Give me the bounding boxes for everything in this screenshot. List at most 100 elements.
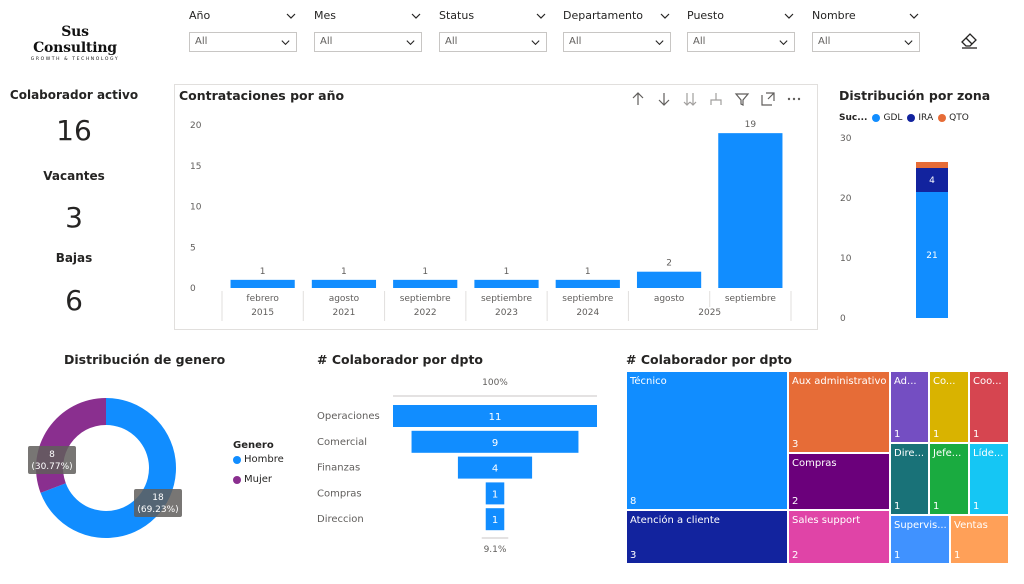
zona-segment-gdl[interactable] (916, 192, 948, 318)
contrataciones-card[interactable]: Contrataciones por año 0 5 10 15 20 1 febrero 1… (174, 84, 818, 330)
zona-data-label: 21 (926, 251, 937, 261)
bar-1[interactable] (311, 279, 377, 288)
slicer-4[interactable]: Puesto All (687, 9, 795, 52)
contrataciones-title: Contrataciones por año (179, 88, 345, 103)
double-arrow-down-icon[interactable] (682, 91, 698, 107)
funnel-bar-3[interactable] (485, 482, 505, 505)
bar-6[interactable] (718, 133, 783, 288)
slicer-dropdown[interactable]: All (189, 32, 297, 52)
treemap-cell-value: 1 (954, 550, 961, 561)
funnel-bar-2[interactable] (457, 456, 533, 479)
treemap-cell-9[interactable]: Atención a cliente 3 (626, 510, 788, 564)
zona-legend-ira[interactable]: IRA (907, 113, 933, 123)
slicer-dropdown[interactable]: All (812, 32, 920, 52)
expand-hierarchy-icon[interactable] (708, 91, 724, 107)
chevron-down-icon (778, 37, 789, 48)
treemap-cell-7[interactable]: Jefe... 1 (929, 443, 969, 515)
mujer-value-label: 8 (49, 450, 55, 460)
genero-legend-title: Genero (233, 440, 274, 451)
x-tick-month: septiembre (400, 294, 451, 304)
x-tick-month: febrero (246, 294, 279, 304)
chevron-down-icon[interactable] (285, 10, 297, 22)
chevron-down-icon[interactable] (908, 10, 920, 22)
clear-filters-eraser-icon[interactable] (958, 28, 980, 50)
zona-legend-gdl[interactable]: GDL (872, 113, 902, 123)
treemap-cell-value: 1 (973, 501, 980, 512)
bar-data-label: 19 (745, 120, 757, 130)
zona-segment-qto[interactable] (916, 162, 948, 168)
slicer-5[interactable]: Nombre All (812, 9, 920, 52)
slicer-dropdown[interactable]: All (439, 32, 547, 52)
x-tick-year: 2022 (414, 308, 437, 318)
treemap-cell-3[interactable]: Co... 1 (929, 371, 969, 443)
donut-slice-mujer[interactable] (36, 398, 107, 493)
slicer-value: All (195, 36, 208, 47)
slicer-dropdown[interactable]: All (563, 32, 671, 52)
treemap-cell-12[interactable]: Ventas 1 (950, 515, 1009, 564)
treemap-cell-name: Atención a cliente (630, 515, 720, 526)
treemap-cell-0[interactable]: Técnico 8 (626, 371, 788, 510)
treemap-cell-11[interactable]: Supervis... 1 (890, 515, 950, 564)
focus-mode-icon[interactable] (760, 91, 776, 107)
genero-donut-chart[interactable]: 8 (30.77%) 18 (69.23%) (20, 380, 220, 560)
kpi-bajas-label: Bajas (55, 251, 93, 265)
genero-legend-mujer[interactable]: Mujer (233, 474, 284, 485)
treemap-cell-name: Ventas (954, 520, 988, 531)
chevron-down-icon[interactable] (410, 10, 422, 22)
funnel-bar-1[interactable] (411, 430, 579, 453)
treemap-cell-1[interactable]: Aux administrativo 3 (788, 371, 890, 453)
bar-data-label: 1 (422, 267, 428, 277)
treemap-chart[interactable]: Técnico 8 Aux administrativo 3 Ad... 1 Co... 1 C… (626, 371, 1009, 564)
contrataciones-bar-chart[interactable]: 0 5 10 15 20 1 febrero 1 agosto 1 septiembre 1 septi… (175, 85, 817, 329)
slicer-dropdown[interactable]: All (687, 32, 795, 52)
slicer-1[interactable]: Mes All (314, 9, 422, 52)
chevron-down-icon[interactable] (783, 10, 795, 22)
x-tick-month: agosto (654, 294, 685, 304)
treemap-cell-6[interactable]: Dire... 1 (890, 443, 929, 515)
bar-2[interactable] (393, 279, 458, 288)
filter-icon[interactable] (734, 91, 750, 107)
treemap-cell-10[interactable]: Sales support 2 (788, 510, 890, 564)
logo-tagline: GROWTH & TECHNOLOGY (30, 57, 120, 62)
zona-stacked-bar-chart[interactable]: 0 10 20 30 21 4 (834, 125, 1014, 330)
funnel-bar-4[interactable] (485, 508, 505, 531)
chevron-down-icon (280, 37, 291, 48)
slicer-2[interactable]: Status All (439, 9, 547, 52)
kpi-bajas-value: 6 (65, 284, 83, 317)
funnel-category-label: Operaciones (317, 411, 380, 422)
treemap-cell-5[interactable]: Compras 2 (788, 453, 890, 510)
zona-segment-ira[interactable] (916, 168, 948, 192)
genero-title: Distribución de genero (64, 352, 226, 367)
treemap-cell-value: 1 (933, 501, 940, 512)
chevron-down-icon[interactable] (535, 10, 547, 22)
treemap-cell-name: Co... (933, 376, 956, 387)
y-tick-label: 0 (840, 314, 846, 324)
funnel-title: # Colaborador por dpto (317, 352, 484, 367)
treemap-cell-2[interactable]: Ad... 1 (890, 371, 929, 443)
treemap-cell-8[interactable]: Líde... 1 (969, 443, 1009, 515)
x-tick-year: 2015 (251, 308, 274, 318)
bar-4[interactable] (555, 279, 620, 288)
slicer-0[interactable]: Año All (189, 9, 297, 52)
chevron-down-icon[interactable] (659, 10, 671, 22)
treemap-cell-name: Compras (792, 458, 837, 469)
more-options-icon[interactable] (786, 91, 802, 107)
bar-0[interactable] (230, 279, 295, 288)
hombre-pct-label: (69.23%) (137, 505, 178, 515)
zona-legend-qto[interactable]: QTO (938, 113, 969, 123)
treemap-cell-name: Sales support (792, 515, 861, 526)
genero-legend-hombre[interactable]: Hombre (233, 454, 284, 465)
bar-3[interactable] (474, 279, 539, 288)
slicer-dropdown[interactable]: All (314, 32, 422, 52)
treemap-cell-4[interactable]: Coo... 1 (969, 371, 1009, 443)
slicer-3[interactable]: Departamento All (563, 9, 671, 52)
chevron-down-icon (405, 37, 416, 48)
bar-5[interactable] (636, 271, 702, 288)
hombre-label-box (134, 489, 182, 517)
arrow-down-icon[interactable] (656, 91, 672, 107)
arrow-up-icon[interactable] (630, 91, 646, 107)
y-tick-label: 20 (840, 194, 852, 204)
funnel-bar-0[interactable] (393, 405, 597, 427)
slicer-label: Puesto (687, 9, 795, 26)
